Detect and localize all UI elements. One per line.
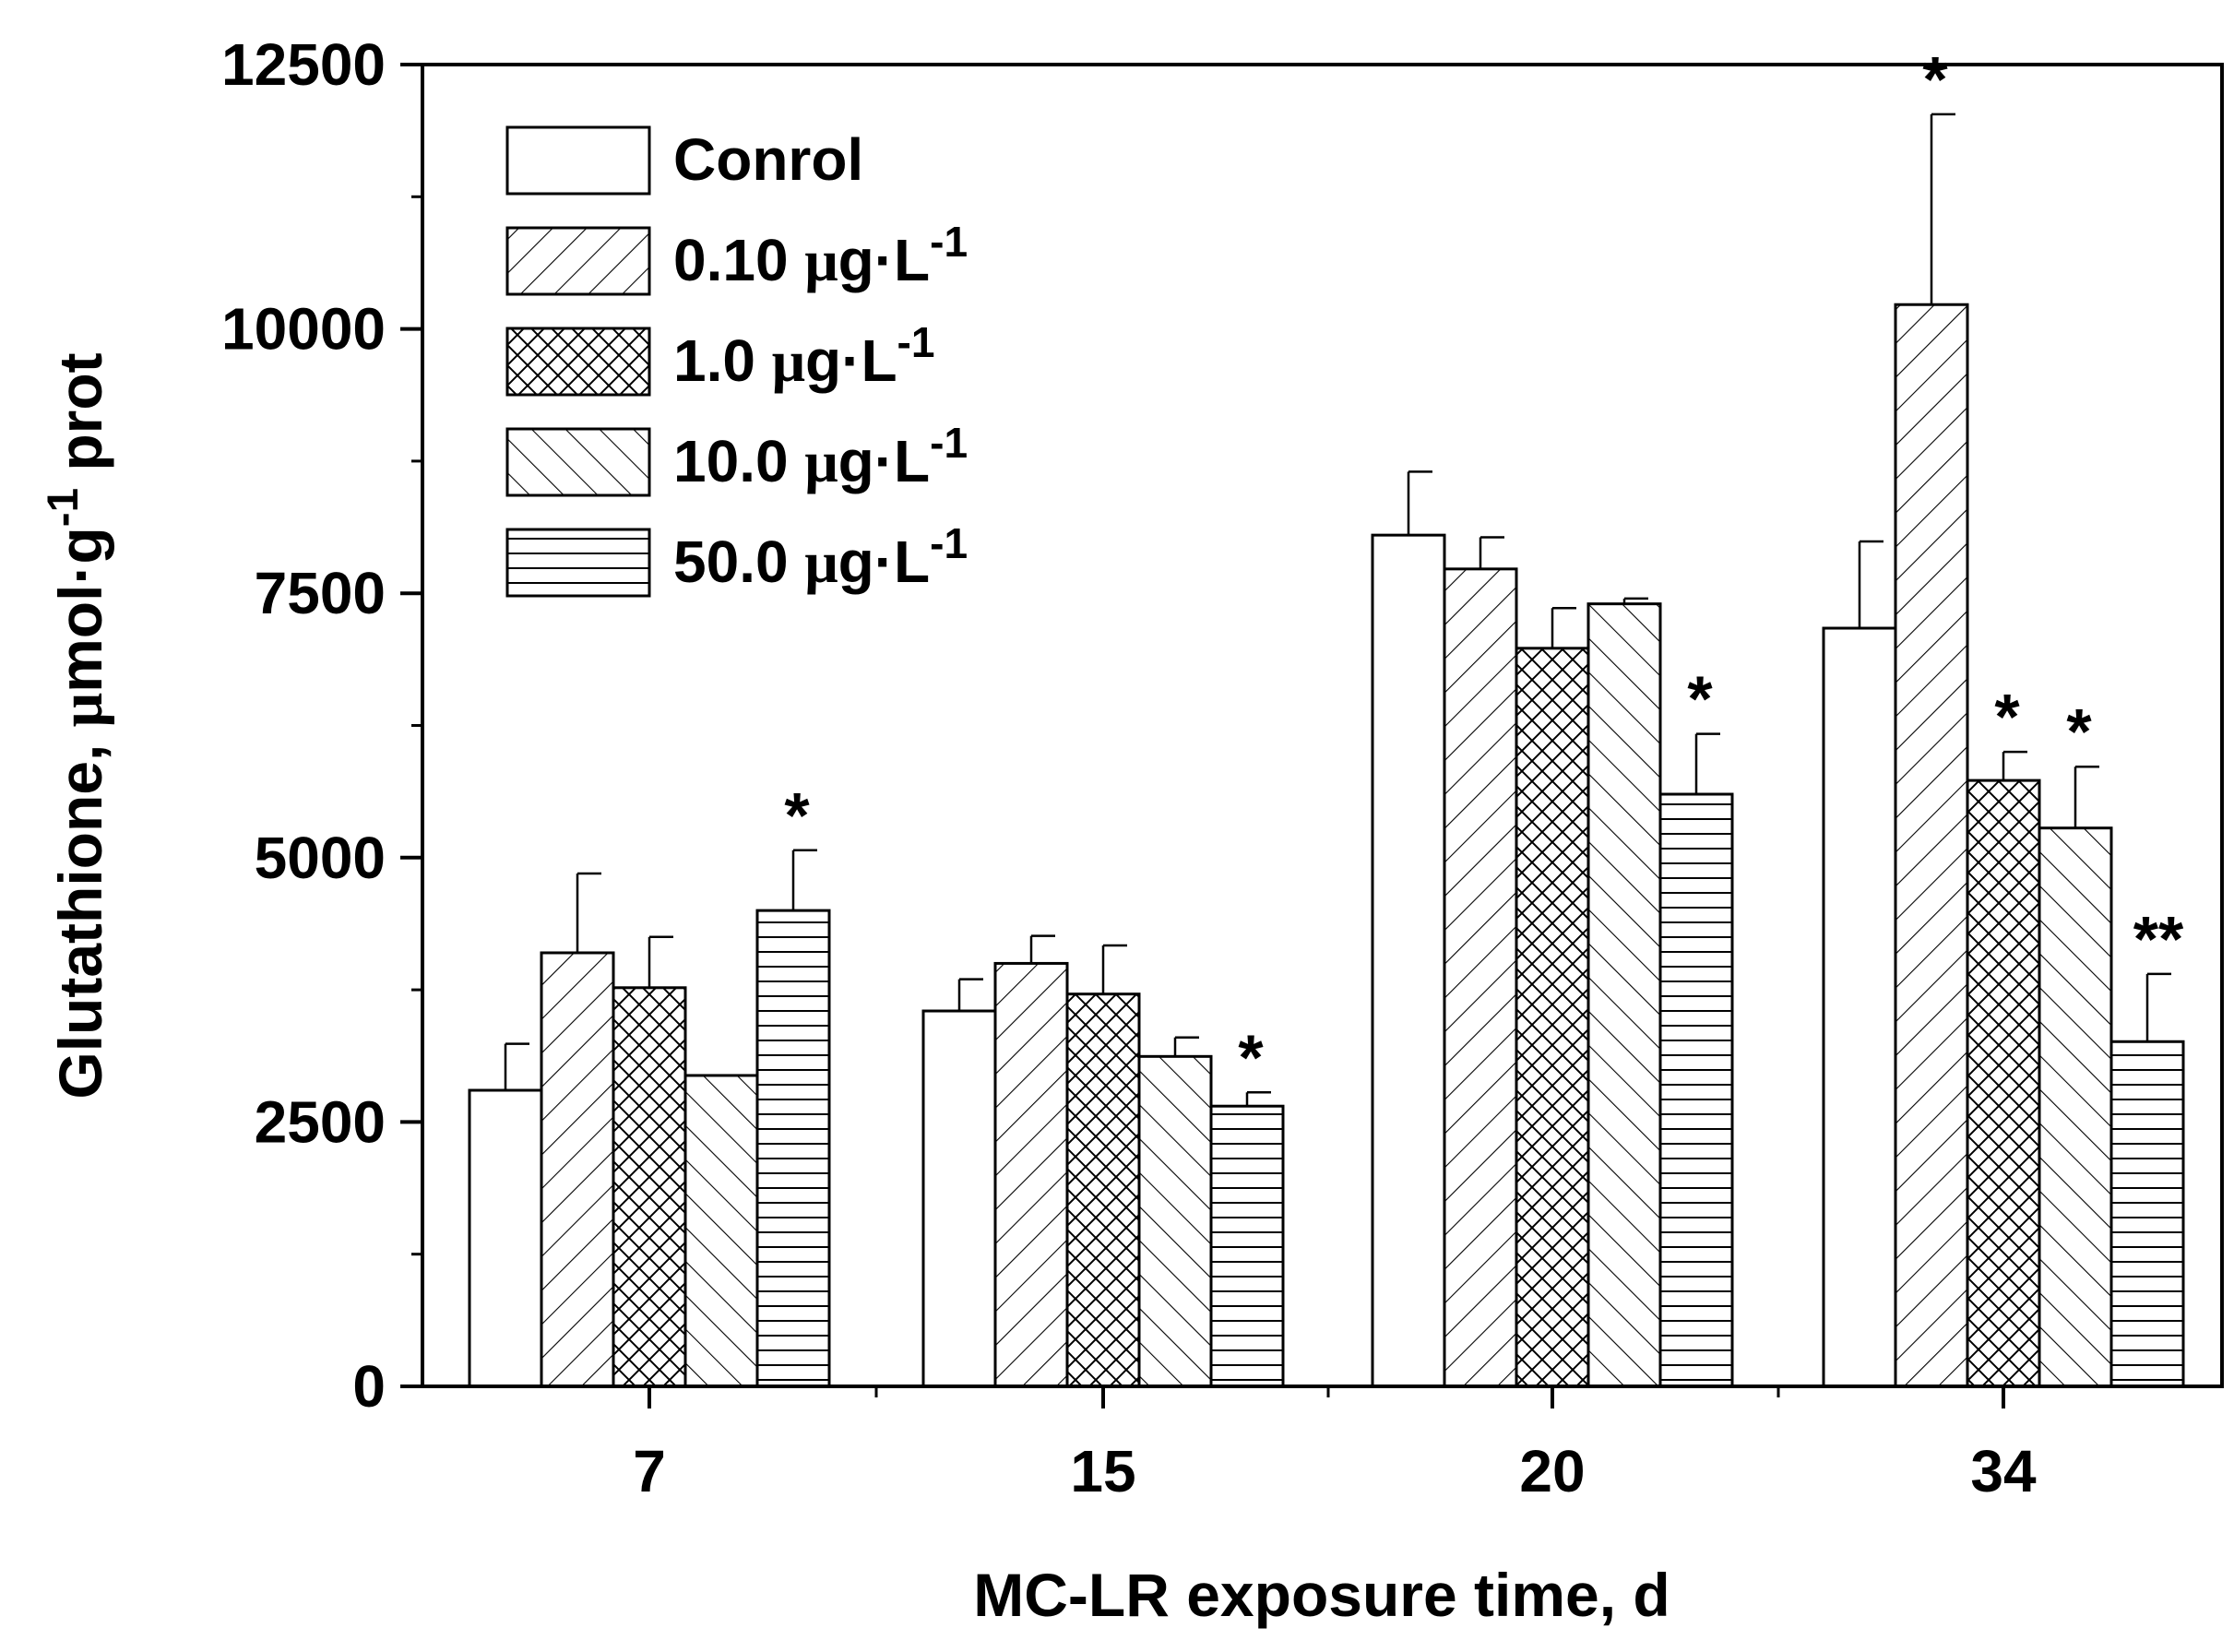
bar-15-series-4 bbox=[1209, 1104, 1285, 1388]
bar-20-series-3 bbox=[1586, 602, 1662, 1388]
legend-swatch-series-3 bbox=[505, 427, 651, 497]
y-tick-label-7500: 7500 bbox=[255, 560, 386, 626]
bar-7-series-1 bbox=[540, 951, 615, 1388]
significance-mark-15-series-4: * bbox=[1238, 1021, 1264, 1093]
bar-20-series-1 bbox=[1443, 567, 1518, 1388]
y-axis-label: Glutathione, μmol·g-1 prot bbox=[39, 352, 116, 1099]
x-axis: 7 15 20 34 bbox=[633, 1386, 2037, 1504]
bar-34-series-2 bbox=[1966, 778, 2041, 1388]
y-tick-label-5000: 5000 bbox=[255, 825, 386, 891]
bar-34-series-4 bbox=[2109, 1040, 2185, 1388]
bar-15-series-3 bbox=[1137, 1054, 1213, 1388]
bar-15-series-0 bbox=[921, 1009, 997, 1388]
bar-34-series-1 bbox=[1894, 303, 1969, 1388]
bar-15-series-1 bbox=[993, 961, 1069, 1388]
x-axis-label: MC-LR exposure time, d bbox=[973, 1561, 1670, 1629]
legend-label-series-2: 1.0 μg·L-1 bbox=[673, 318, 935, 394]
bar-7-series-3 bbox=[683, 1074, 759, 1388]
significance-mark-20-series-4: * bbox=[1687, 663, 1713, 735]
bar-20-series-4 bbox=[1658, 792, 1734, 1388]
y-axis: 0 2500 5000 7500 10000 12500 bbox=[221, 31, 422, 1420]
bar-7-series-2 bbox=[612, 986, 687, 1388]
legend-label-series-0: Conrol bbox=[673, 126, 863, 193]
significance-marks-layer: ** ****** bbox=[784, 43, 2184, 1093]
legend-swatch-series-4 bbox=[505, 528, 651, 598]
y-tick-label-12500: 12500 bbox=[221, 31, 386, 98]
legend: Conrol 0.10 μg·L-1 1.0 μg·L-1 10.0 μg·L-1 50… bbox=[505, 125, 968, 598]
legend-label-series-3: 10.0 μg·L-1 bbox=[673, 419, 968, 494]
y-tick-label-10000: 10000 bbox=[221, 296, 386, 362]
x-tick-label-7: 7 bbox=[633, 1438, 666, 1504]
x-tick-label-20: 20 bbox=[1519, 1438, 1585, 1504]
bar-34-series-3 bbox=[2038, 826, 2113, 1388]
x-tick-label-15: 15 bbox=[1070, 1438, 1135, 1504]
legend-swatch-series-2 bbox=[505, 327, 651, 397]
significance-mark-34-series-3: * bbox=[2066, 695, 2092, 767]
bar-15-series-2 bbox=[1065, 992, 1141, 1388]
legend-label-series-4: 50.0 μg·L-1 bbox=[673, 519, 968, 595]
bar-20-series-2 bbox=[1515, 647, 1590, 1388]
legend-label-series-1: 0.10 μg·L-1 bbox=[673, 218, 968, 293]
bars-layer bbox=[468, 303, 2185, 1388]
legend-swatch-series-1 bbox=[505, 226, 651, 296]
x-tick-label-34: 34 bbox=[1970, 1438, 2037, 1504]
significance-mark-7-series-4: * bbox=[784, 779, 810, 851]
bar-7-series-4 bbox=[755, 909, 831, 1388]
error-bars-layer bbox=[504, 113, 2171, 1107]
y-tick-label-0: 0 bbox=[352, 1353, 386, 1420]
bar-34-series-0 bbox=[1822, 626, 1897, 1388]
significance-mark-34-series-2: * bbox=[1994, 681, 2020, 753]
bar-7-series-0 bbox=[468, 1088, 543, 1388]
y-tick-label-2500: 2500 bbox=[255, 1088, 386, 1155]
significance-mark-34-series-1: * bbox=[1922, 43, 1948, 115]
bar-20-series-0 bbox=[1371, 533, 1446, 1388]
legend-swatch-series-0 bbox=[505, 125, 651, 196]
significance-mark-34-series-4: ** bbox=[2133, 903, 2184, 975]
